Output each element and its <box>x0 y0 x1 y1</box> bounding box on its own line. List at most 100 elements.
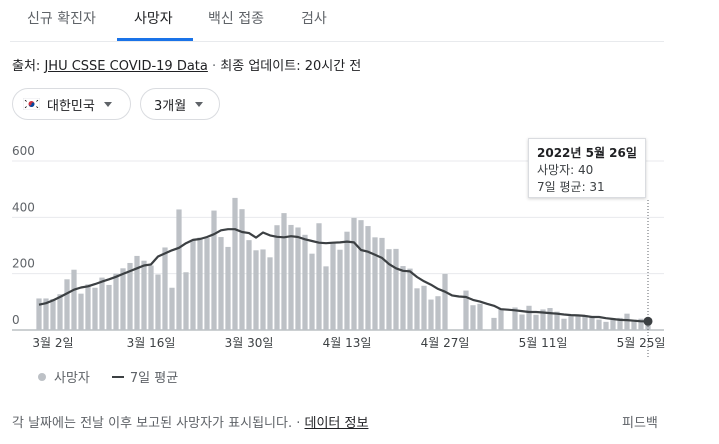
deaths-chart[interactable]: 0 200 400 600 3월 2일 3월 16일 3월 30일 4월 13일 4월 27일 5… <box>0 130 719 360</box>
chevron-down-icon <box>195 101 204 107</box>
bar <box>36 298 42 330</box>
chevron-down-icon <box>103 101 112 107</box>
average-line <box>38 228 648 323</box>
bar <box>547 308 553 330</box>
bar <box>183 272 189 330</box>
divider <box>10 41 664 42</box>
bar <box>246 240 252 330</box>
bar <box>85 284 91 330</box>
bar <box>295 227 301 330</box>
bar <box>218 237 224 330</box>
y-tick-label: 0 <box>12 313 20 327</box>
bar <box>498 309 504 330</box>
bar <box>568 316 574 330</box>
bar <box>176 209 182 330</box>
bar <box>358 220 364 330</box>
range-label: 3개월 <box>154 98 187 114</box>
bar <box>197 237 203 330</box>
bar <box>407 268 413 330</box>
x-tick-label: 3월 30일 <box>225 336 274 350</box>
bar <box>330 242 336 330</box>
korea-flag-icon <box>22 97 41 111</box>
bar <box>379 237 385 330</box>
source-separator: · <box>212 59 217 74</box>
source-link[interactable]: JHU CSSE COVID-19 Data <box>44 59 208 74</box>
tab-vaccinations[interactable]: 백신 접종 <box>208 11 264 27</box>
bar <box>134 255 140 330</box>
chart-legend: 사망자 7일 평균 <box>38 367 178 386</box>
bar <box>463 290 469 330</box>
tab-new-cases[interactable]: 신규 확진자 <box>27 11 96 27</box>
bar <box>596 319 602 330</box>
bar <box>120 268 126 330</box>
bar <box>239 209 245 330</box>
bar <box>491 317 497 330</box>
bar <box>323 266 329 330</box>
bar <box>274 225 280 330</box>
bar <box>603 321 609 330</box>
data-info-link[interactable]: 데이터 정보 <box>304 416 369 431</box>
x-tick-label: 4월 27일 <box>421 336 470 350</box>
legend-line-swatch <box>111 375 124 378</box>
bar <box>344 231 350 330</box>
bar <box>386 249 392 330</box>
bar <box>225 246 231 330</box>
tab-deaths[interactable]: 사망자 <box>134 11 173 27</box>
bar <box>281 213 287 330</box>
y-tick-label: 600 <box>12 144 35 158</box>
last-updated: 최종 업데이트: 20시간 전 <box>220 59 362 74</box>
legend-bar-swatch <box>38 372 46 381</box>
bar <box>253 250 259 330</box>
bar <box>351 217 357 330</box>
bar <box>92 287 98 330</box>
tab-tests[interactable]: 검사 <box>301 11 327 27</box>
bar <box>638 318 644 330</box>
bar <box>337 249 343 330</box>
country-select[interactable]: 대한민국 <box>12 88 131 120</box>
bar <box>393 248 399 330</box>
source-line: 출처: JHU CSSE COVID-19 Data · 최종 업데이트: 20… <box>12 55 361 74</box>
bar <box>267 257 273 330</box>
bar <box>309 253 315 330</box>
bar <box>162 247 168 330</box>
bar <box>43 298 49 330</box>
x-tick-label: 3월 2일 <box>32 336 73 350</box>
bar <box>582 315 588 330</box>
bar <box>519 314 525 330</box>
x-tick-label: 5월 11일 <box>519 336 568 350</box>
bar <box>71 269 77 330</box>
range-select[interactable]: 3개월 <box>140 88 220 120</box>
bar <box>610 318 616 330</box>
active-tab-indicator <box>117 38 193 41</box>
feedback-link[interactable]: 피드백 <box>622 416 658 431</box>
bar <box>316 223 322 330</box>
bar <box>554 311 560 330</box>
bar <box>575 316 581 330</box>
bar <box>99 277 105 330</box>
bar <box>624 313 630 330</box>
bar <box>540 309 546 330</box>
footer-note: 각 날짜에는 전날 이후 보고된 사망자가 표시됩니다. · 데이터 정보 <box>12 412 368 431</box>
bar <box>64 279 70 330</box>
bar <box>421 285 427 330</box>
bar <box>50 299 56 330</box>
chart-tooltip: 2022년 5월 26일 사망자: 40 7일 평균: 31 <box>528 138 646 198</box>
bar <box>470 305 476 330</box>
bar <box>148 265 154 330</box>
bar <box>232 197 238 330</box>
bar <box>526 305 532 330</box>
x-tick-label: 3월 16일 <box>127 336 176 350</box>
bar <box>414 288 420 330</box>
bar <box>260 249 266 330</box>
bar <box>57 294 63 330</box>
bar <box>435 296 441 330</box>
bar <box>617 317 623 330</box>
bar <box>204 237 210 330</box>
bar <box>141 260 147 330</box>
bar <box>155 274 161 330</box>
bar <box>589 317 595 330</box>
country-label: 대한민국 <box>47 98 95 114</box>
line-endpoint <box>643 316 653 326</box>
bar <box>211 210 217 330</box>
tab-bar: 신규 확진자 사망자 백신 접종 검사 <box>0 0 719 41</box>
